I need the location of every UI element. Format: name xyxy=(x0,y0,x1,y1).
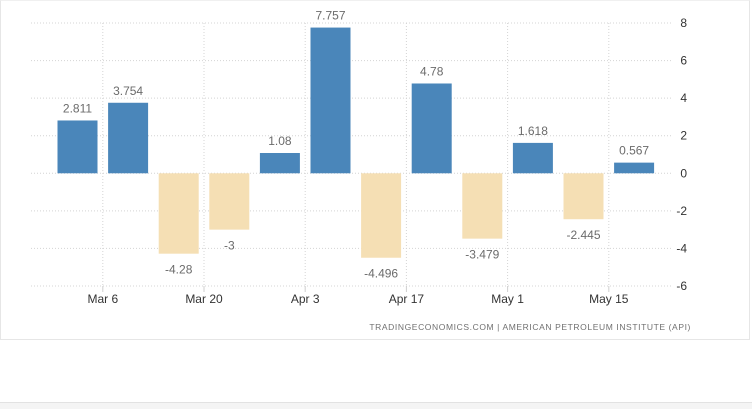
bar xyxy=(361,173,402,258)
y-tick-label: -6 xyxy=(676,279,687,293)
y-tick-label: 2 xyxy=(680,129,687,143)
data-label: -3 xyxy=(224,239,235,253)
bar xyxy=(614,162,655,174)
bar-chart: 8 6 4 2 0 -2 -4 -6 Mar 6 Mar 20 Apr 3 Apr 17 May 1 Ma… xyxy=(31,9,687,306)
bar xyxy=(411,83,452,174)
x-tick-label: Mar 6 xyxy=(87,292,118,306)
bar xyxy=(108,102,149,174)
data-label: 0.567 xyxy=(619,144,649,158)
data-label: 3.754 xyxy=(113,84,143,98)
data-label: 4.78 xyxy=(420,64,444,78)
data-label: -2.445 xyxy=(566,228,600,242)
x-tick-label: Mar 20 xyxy=(185,292,223,306)
bar xyxy=(512,142,553,174)
bar xyxy=(209,173,250,230)
data-label: 7.757 xyxy=(315,9,345,23)
data-label: 1.08 xyxy=(268,134,292,148)
y-tick-label: 8 xyxy=(680,16,687,30)
y-tick-label: 6 xyxy=(680,54,687,68)
data-label: -3.479 xyxy=(465,248,499,262)
data-label: 2.811 xyxy=(63,101,92,115)
bar xyxy=(563,173,604,220)
x-tick-label: May 15 xyxy=(589,292,629,306)
bar xyxy=(310,27,351,174)
bar xyxy=(57,120,98,174)
y-tick-label: 4 xyxy=(680,91,687,105)
source-credit[interactable]: TRADINGECONOMICS.COM | AMERICAN PETROLEU… xyxy=(369,322,691,332)
x-tick-label: May 1 xyxy=(491,292,524,306)
bar xyxy=(158,173,199,254)
chart-frame: 8 6 4 2 0 -2 -4 -6 Mar 6 Mar 20 Apr 3 Apr 17 May 1 Ma… xyxy=(0,0,750,340)
x-tick-label: Apr 17 xyxy=(389,292,425,306)
y-tick-label: -4 xyxy=(676,241,687,255)
data-label: -4.28 xyxy=(165,263,193,277)
x-tick-label: Apr 3 xyxy=(291,292,320,306)
data-label: 1.618 xyxy=(518,124,548,138)
y-tick-label: -2 xyxy=(676,204,687,218)
bar xyxy=(462,173,503,239)
bottom-divider xyxy=(0,402,752,409)
data-label: -4.496 xyxy=(364,267,398,281)
bar xyxy=(259,152,300,174)
y-tick-label: 0 xyxy=(680,166,687,180)
